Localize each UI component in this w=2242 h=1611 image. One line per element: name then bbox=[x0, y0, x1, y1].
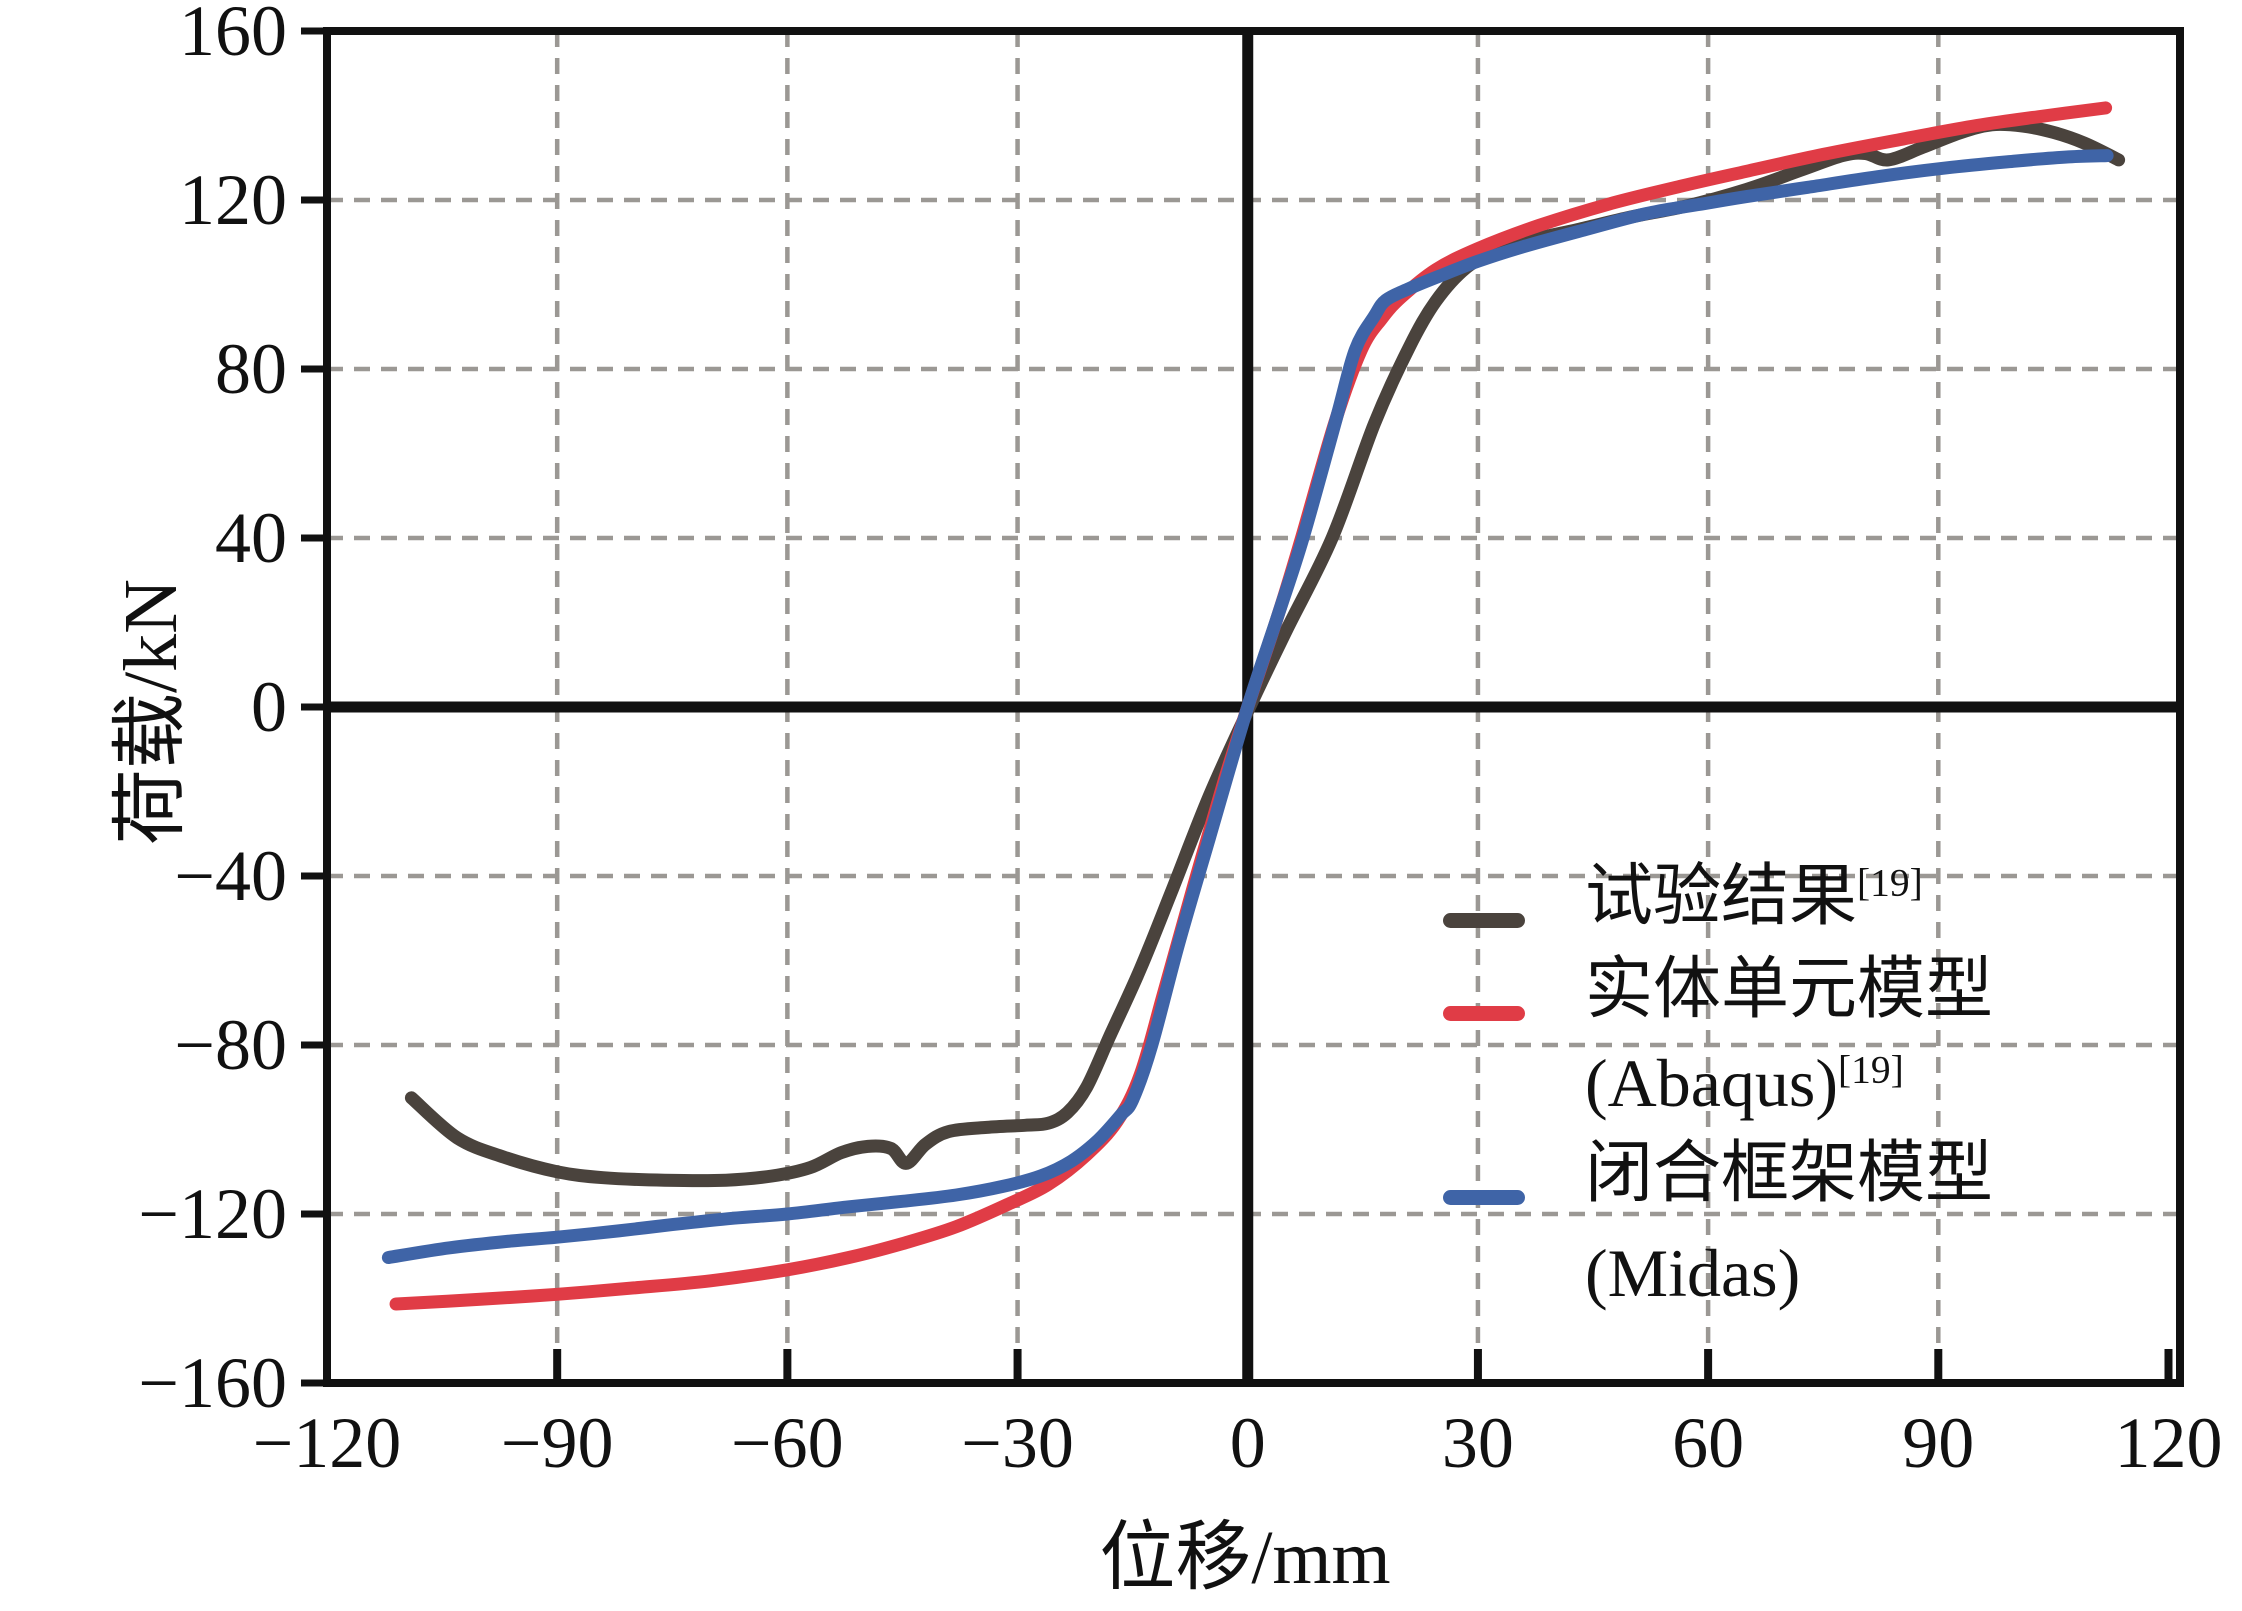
legend-swatch-test bbox=[1443, 913, 1525, 928]
x-axis-title: 位移/mm bbox=[1099, 1516, 1391, 1600]
legend-label-test-ref: [19] bbox=[1857, 860, 1923, 905]
x-tick-label-0: 0 bbox=[1229, 1403, 1266, 1483]
x-tick-label-60: 60 bbox=[1672, 1403, 1745, 1483]
y-tick-label-80: 80 bbox=[215, 329, 287, 409]
curve-series-2 bbox=[381, 149, 2114, 1265]
y-tick-label-40: 40 bbox=[215, 498, 287, 578]
x-tick-label-120: 120 bbox=[2114, 1403, 2223, 1483]
y-axis-title: 荷载/kN bbox=[109, 579, 193, 845]
x-tick-label-90: 90 bbox=[1902, 1403, 1975, 1483]
y-tick-label-120: 120 bbox=[179, 160, 287, 240]
y-tick-label-0: 0 bbox=[251, 667, 287, 747]
legend-label-abaqus-line2: (Abaqus)[19] bbox=[1585, 1045, 1904, 1121]
legend-label-abaqus: 实体单元模型 bbox=[1585, 951, 1994, 1027]
y-tick-label-160: 160 bbox=[179, 0, 287, 71]
x-tick-label-30: 30 bbox=[1441, 1403, 1514, 1483]
y-tick-label--40: −40 bbox=[174, 836, 287, 916]
y-tick-label--120: −120 bbox=[138, 1174, 287, 1254]
legend-swatch-midas bbox=[1443, 1190, 1525, 1205]
legend-label-test: 试验结果[19] bbox=[1585, 858, 1923, 934]
plot-frame bbox=[323, 27, 2184, 1387]
x-tick-label--90: −90 bbox=[500, 1403, 614, 1483]
x-tick-label--120: −120 bbox=[252, 1403, 402, 1483]
data-curves bbox=[381, 101, 2126, 1311]
y-tick-label--160: −160 bbox=[138, 1343, 287, 1423]
legend-label-midas-line2: (Midas) bbox=[1585, 1235, 1801, 1311]
legend-label-abaqus-ref: [19] bbox=[1838, 1047, 1904, 1092]
legend-swatch-abaqus bbox=[1443, 1006, 1525, 1021]
legend-label-midas: 闭合框架模型 bbox=[1585, 1135, 1994, 1211]
y-tick-label--80: −80 bbox=[174, 1005, 287, 1085]
x-tick-label--60: −60 bbox=[731, 1403, 844, 1483]
x-tick-label--30: −30 bbox=[961, 1403, 1074, 1483]
